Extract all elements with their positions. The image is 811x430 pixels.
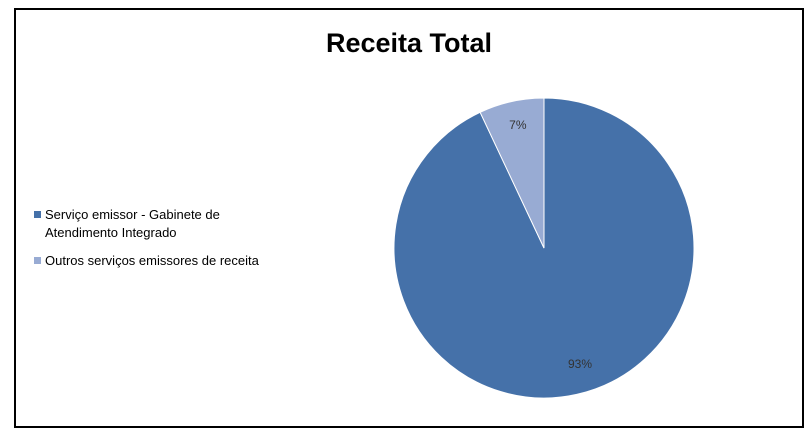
pie-chart: 93% 7% — [393, 97, 695, 399]
legend-swatch-outros — [34, 257, 41, 264]
pie-data-label-0: 93% — [568, 357, 592, 371]
legend-label-outros: Outros serviços emissores de receita — [45, 253, 259, 268]
chart-title: Receita Total — [325, 28, 493, 58]
legend-item-outros: Outros serviços emissores de receita — [34, 252, 274, 270]
chart-frame: Receita Total Serviço emissor - Gabinete… — [14, 8, 804, 428]
chart-legend: Serviço emissor - Gabinete de Atendiment… — [34, 206, 274, 280]
pie-data-labels: 93% 7% — [509, 118, 592, 371]
pie-slices — [393, 97, 695, 399]
legend-item-gabinete: Serviço emissor - Gabinete de Atendiment… — [34, 206, 274, 242]
legend-label-gabinete: Serviço emissor - Gabinete de Atendiment… — [45, 207, 220, 240]
pie-slice-1 — [479, 97, 545, 249]
legend-swatch-gabinete — [34, 211, 41, 218]
pie-data-label-1: 7% — [509, 118, 527, 132]
